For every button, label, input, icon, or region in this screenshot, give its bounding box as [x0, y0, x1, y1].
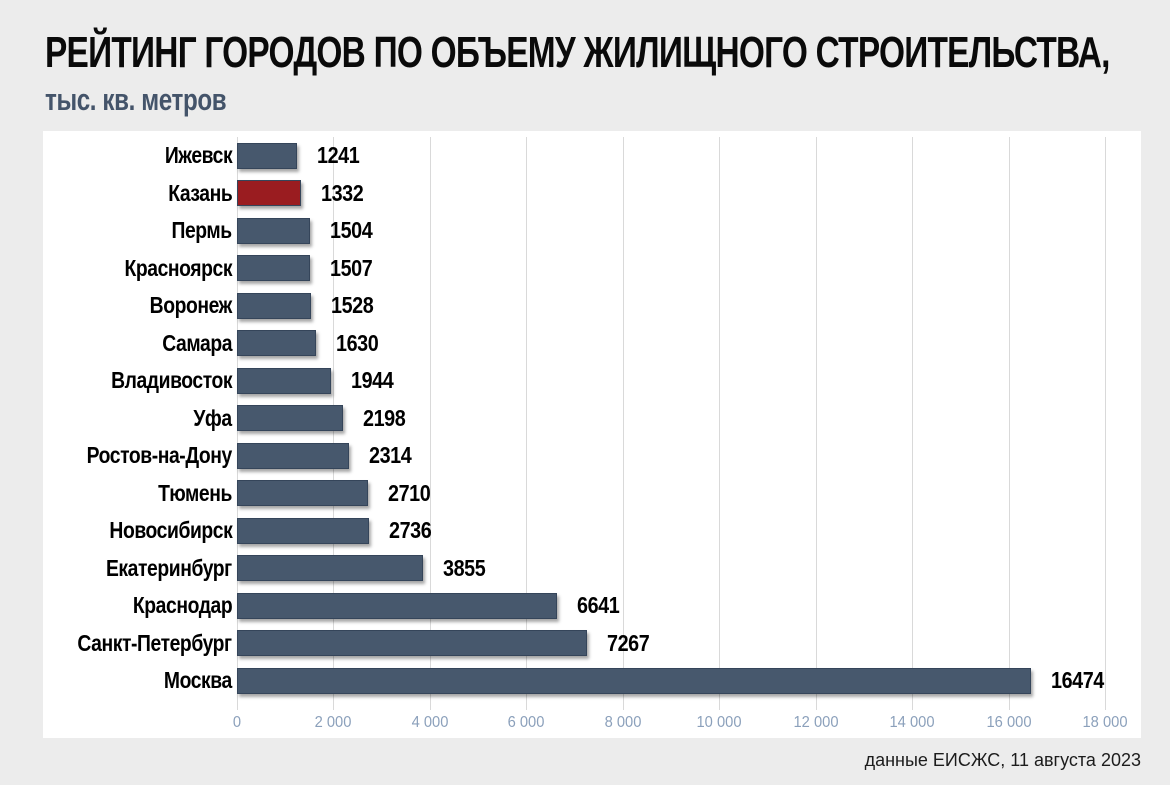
value-label: 2736 [388, 517, 432, 544]
bar-row: Уфа 2198 [43, 400, 1141, 438]
bar-highlighted [237, 180, 302, 207]
bar [237, 592, 558, 619]
chart-subtitle: тыс. кв. метров [45, 82, 227, 117]
bar [237, 330, 316, 357]
x-tick-label: 0 [232, 714, 242, 731]
category-label: Москва [164, 667, 232, 694]
value-label: 2710 [387, 479, 431, 506]
chart-panel: Ижевск 1241 Казань 1332 Пермь 1504 Красноярск 1… [43, 131, 1141, 738]
bar-row: Ростов-на-Дону 2314 [43, 437, 1141, 475]
bar [237, 217, 310, 244]
category-label: Владивосток [110, 367, 233, 394]
bar-rows: Ижевск 1241 Казань 1332 Пермь 1504 Красноярск 1… [43, 137, 1141, 700]
bar-row: Санкт-Петербург 7267 [43, 625, 1141, 663]
gridline [429, 137, 431, 710]
gridline [1008, 137, 1010, 710]
x-tick-label: 10 000 [696, 714, 742, 731]
value-label: 6641 [577, 592, 620, 619]
value-label: 1507 [329, 254, 373, 281]
bar [237, 667, 1032, 694]
bar [237, 142, 297, 169]
gridline [1105, 137, 1106, 710]
value-label: 3855 [442, 554, 486, 581]
category-label: Ижевск [164, 142, 233, 169]
gridline [526, 137, 528, 710]
bar-row: Красноярск 1507 [43, 250, 1141, 288]
bar-row: Пермь 1504 [43, 212, 1141, 250]
bar-row: Екатеринбург 3855 [43, 550, 1141, 588]
bar-row: Воронеж 1528 [43, 287, 1141, 325]
category-label: Екатеринбург [106, 554, 232, 581]
x-tick-label: 16 000 [986, 714, 1032, 731]
x-axis: 0 2 000 4 000 6 000 8 000 10 000 12 000 14 000 1… [43, 711, 1141, 737]
value-label: 2198 [362, 404, 406, 431]
bar-row: Самара 1630 [43, 325, 1141, 363]
chart-title: РЕЙТИНГ ГОРОДОВ ПО ОБЪЕМУ ЖИЛИЩНОГО СТРО… [45, 28, 1110, 77]
bar-row: Ижевск 1241 [43, 137, 1141, 175]
bar-row: Москва 16474 [43, 662, 1141, 700]
gridline [912, 137, 914, 710]
bar [237, 292, 311, 319]
bar-row: Краснодар 6641 [43, 587, 1141, 625]
bar-row: Тюмень 2710 [43, 475, 1141, 513]
category-label: Казань [167, 179, 233, 206]
value-label: 1241 [316, 142, 360, 169]
category-label: Красноярск [124, 254, 232, 281]
value-label: 1528 [330, 292, 374, 319]
value-label: 7267 [607, 629, 650, 656]
category-label: Тюмень [158, 479, 232, 506]
bar [237, 555, 423, 582]
value-label: 1944 [350, 367, 394, 394]
bar [237, 367, 331, 394]
gridline [815, 137, 817, 710]
x-tick-label: 12 000 [793, 714, 839, 731]
bar-row: Владивосток 1944 [43, 362, 1141, 400]
category-label: Новосибирск [109, 517, 232, 544]
x-tick-label: 4 000 [411, 714, 449, 731]
value-label: 16474 [1051, 667, 1105, 694]
category-label: Пермь [171, 217, 233, 244]
category-label: Самара [162, 329, 232, 356]
value-label: 1332 [321, 179, 364, 206]
category-label: Уфа [193, 404, 233, 431]
bar [237, 442, 349, 469]
x-tick-label: 8 000 [604, 714, 642, 731]
source-note: данные ЕИСЖС, 11 августа 2023 [864, 750, 1141, 770]
bar-row: Новосибирск 2736 [43, 512, 1141, 550]
bar [237, 630, 588, 657]
bar [237, 517, 369, 544]
value-label: 2314 [368, 442, 412, 469]
category-label: Краснодар [132, 592, 233, 619]
gridline [719, 137, 721, 710]
category-label: Воронеж [149, 292, 233, 319]
x-tick-label: 6 000 [507, 714, 545, 731]
bar [237, 405, 343, 432]
value-label: 1630 [335, 329, 379, 356]
category-label: Ростов-на-Дону [86, 442, 233, 469]
bar [237, 255, 310, 282]
category-label: Санкт-Петербург [77, 629, 233, 656]
x-tick-label: 14 000 [889, 714, 935, 731]
x-tick-label: 2 000 [315, 714, 352, 731]
bar-row: Казань 1332 [43, 175, 1141, 213]
x-tick-label: 18 000 [1082, 714, 1128, 731]
gridline [622, 137, 624, 710]
value-label: 1504 [329, 217, 373, 244]
bar [237, 480, 368, 507]
